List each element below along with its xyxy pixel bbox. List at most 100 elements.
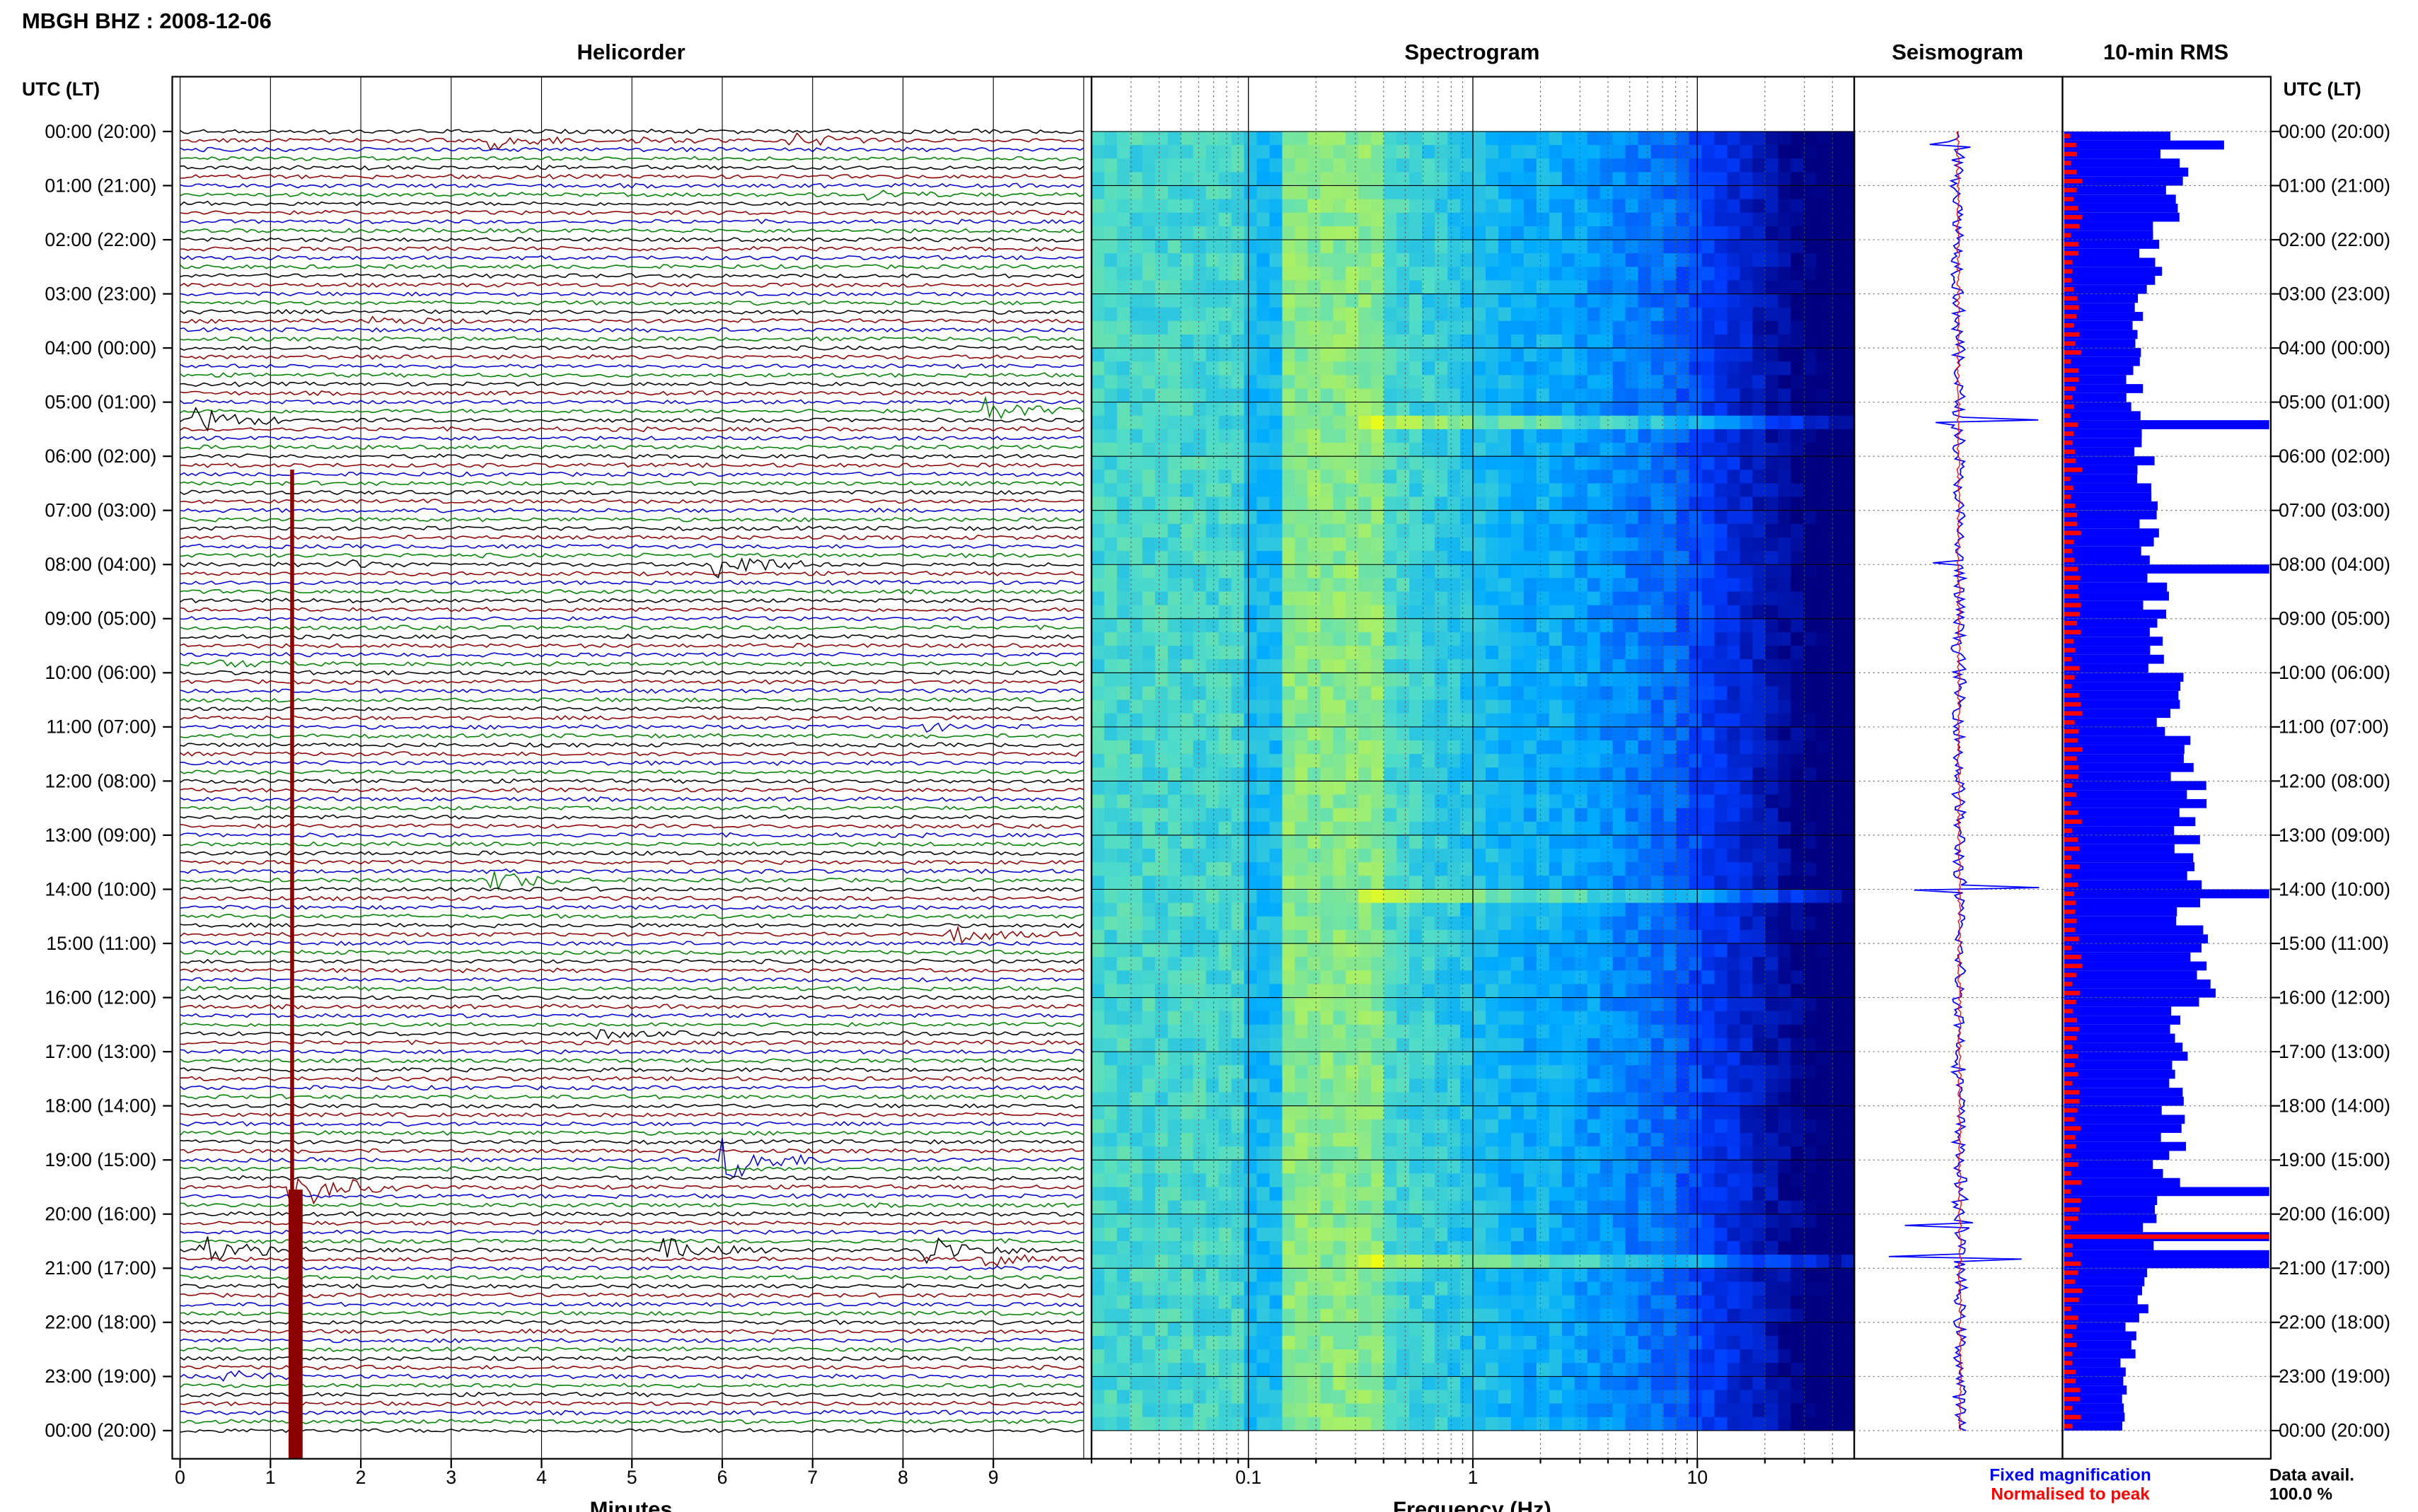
spectrogram-cell: [1701, 361, 1716, 376]
spectrogram-cell: [1396, 280, 1411, 295]
spectrogram-cell: [1638, 145, 1652, 160]
spectrogram-cell: [1244, 781, 1258, 796]
spectrogram-cell: [1091, 1214, 1106, 1229]
spectrogram-cell: [1841, 767, 1856, 782]
spectrogram-cell: [1091, 523, 1106, 539]
spectrogram-cell: [1091, 740, 1106, 755]
spectrogram-cell: [1816, 957, 1830, 972]
spectrogram-cell: [1638, 429, 1652, 444]
spectrogram-cell: [1205, 1241, 1220, 1256]
spectrogram-cell: [1371, 1160, 1385, 1175]
spectrogram-cell: [1091, 808, 1106, 823]
spectrogram-cell: [1218, 1187, 1232, 1202]
spectrogram-cell: [1371, 794, 1385, 810]
spectrogram-cell: [1587, 307, 1602, 322]
spectrogram-cell: [1447, 591, 1462, 606]
spectrogram-cell: [1333, 726, 1347, 742]
spectrogram-cell: [1167, 849, 1182, 863]
spectrogram-cell: [1625, 713, 1639, 728]
spectrogram-cell: [1829, 1146, 1843, 1161]
spectrogram-cell: [1587, 591, 1602, 606]
spectrogram-cell: [1778, 293, 1792, 309]
spectrogram-cell: [1663, 1065, 1677, 1080]
spectrogram-cell: [1231, 1024, 1245, 1040]
spectrogram-cell: [1435, 185, 1449, 200]
spectrogram-cell: [1167, 726, 1182, 742]
spectrogram-cell: [1689, 699, 1703, 715]
spectrogram-cell: [1600, 673, 1614, 687]
spectrogram-cell: [1561, 334, 1576, 349]
spectrogram-cell: [1333, 320, 1347, 336]
spectrogram-cell: [1282, 578, 1296, 593]
spectrogram-cell: [1091, 1105, 1106, 1121]
spectrogram-cell: [1727, 172, 1741, 187]
spectrogram-cell: [1638, 551, 1652, 566]
spectrogram-cell: [1396, 726, 1411, 742]
spectrogram-cell: [1663, 970, 1677, 985]
spectrogram-cell: [1142, 713, 1157, 728]
spectrogram-cell: [1752, 1092, 1766, 1107]
spectrogram-cell: [1409, 740, 1423, 755]
spectrogram-cell: [1384, 876, 1398, 890]
spectrogram-cell: [1282, 1078, 1296, 1093]
spectrogram-cell: [1740, 212, 1754, 228]
spectrogram-cell: [1765, 808, 1779, 823]
spectrogram-cell: [1752, 267, 1766, 281]
spectrogram-cell: [1612, 212, 1626, 228]
spectrogram-cell: [1358, 470, 1372, 484]
spectrogram-cell: [1523, 754, 1538, 769]
spectrogram-cell: [1650, 794, 1665, 810]
spectrogram-cell: [1841, 307, 1856, 322]
spectrogram-cell: [1536, 849, 1551, 863]
spectrogram-cell: [1116, 1241, 1131, 1256]
spectrogram-cell: [1510, 510, 1525, 525]
spectrogram-cell: [1155, 726, 1169, 742]
spectrogram-cell: [1778, 1241, 1792, 1256]
spectrogram-cell: [1701, 307, 1716, 322]
spectrogram-cell: [1778, 834, 1792, 850]
spectrogram-cell: [1129, 605, 1144, 620]
spectrogram-cell: [1371, 145, 1385, 160]
spectrogram-cell: [1587, 1105, 1602, 1121]
spectrogram-cell: [1663, 1132, 1677, 1148]
spectrogram-cell: [1307, 1132, 1321, 1148]
spectrogram-cell: [1129, 361, 1144, 376]
spectrogram-cell: [1435, 470, 1449, 484]
spectrogram-cell: [1638, 293, 1652, 309]
spectrogram-cell: [1320, 632, 1334, 647]
spectrogram-cell: [1841, 212, 1856, 228]
spectrogram-cell: [1791, 618, 1805, 634]
spectrogram-cell: [1193, 537, 1208, 552]
spectrogram-cell: [1256, 1227, 1271, 1243]
spectrogram-cell: [1358, 1187, 1372, 1202]
spectrogram-cell: [1473, 307, 1487, 322]
spectrogram-cell: [1104, 1065, 1118, 1080]
spectrogram-cell: [1307, 483, 1321, 498]
spectrogram-cell: [1498, 334, 1512, 349]
spectrogram-cell: [1638, 889, 1652, 904]
spectrogram-cell: [1396, 740, 1411, 755]
spectrogram-cell: [1510, 402, 1525, 417]
spectrogram-cell: [1091, 131, 1106, 146]
spectrogram-cell: [1727, 1092, 1741, 1107]
spectrogram-cell: [1816, 293, 1830, 309]
spectrogram-cell: [1167, 1187, 1182, 1202]
spectrogram-cell: [1816, 564, 1830, 579]
spectrogram-cell: [1701, 834, 1716, 850]
spectrogram-cell: [1180, 523, 1195, 539]
spectrogram-cell: [1460, 916, 1474, 931]
spectrogram-cell: [1409, 226, 1423, 241]
spectrogram-cell: [1498, 943, 1512, 958]
spectrogram-cell: [1600, 849, 1614, 863]
spectrogram-cell: [1841, 713, 1856, 728]
spectrogram-cell: [1600, 361, 1614, 376]
spectrogram-cell: [1435, 686, 1449, 701]
spectrogram-cell: [1155, 537, 1169, 552]
spectrogram-cell: [1358, 781, 1372, 796]
spectrogram-cell: [1574, 591, 1589, 606]
spectrogram-cell: [1829, 1241, 1843, 1256]
spectrogram-cell: [1841, 1024, 1856, 1040]
spectrogram-cell: [1714, 510, 1728, 525]
spectrogram-cell: [1104, 307, 1118, 322]
spectrogram-cell: [1612, 1105, 1626, 1121]
